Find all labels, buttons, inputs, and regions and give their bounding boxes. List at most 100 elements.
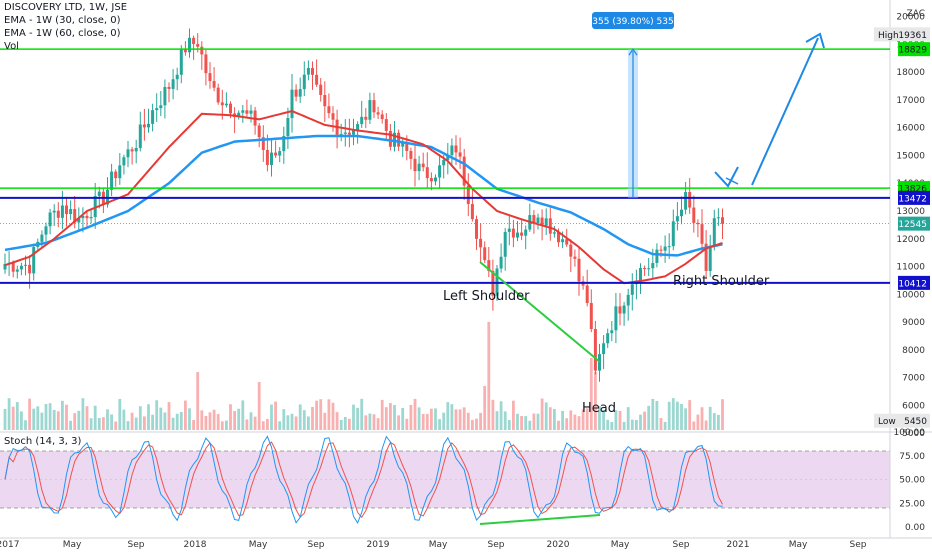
- volume-bar: [77, 410, 81, 430]
- volume-bar: [688, 400, 692, 430]
- volume-bar: [20, 411, 23, 430]
- volume-bar: [147, 404, 150, 430]
- candle: [77, 218, 81, 223]
- candle: [651, 262, 655, 269]
- volume-bar: [188, 408, 191, 430]
- volume-bar: [589, 358, 593, 430]
- candle: [675, 216, 679, 222]
- candle: [261, 137, 265, 150]
- volume-bar: [635, 419, 638, 430]
- candle: [700, 224, 704, 244]
- volume-bar: [475, 418, 478, 430]
- candle: [56, 210, 60, 218]
- candle: [376, 112, 380, 115]
- volume-bar: [220, 421, 224, 430]
- volume-bar: [212, 409, 216, 430]
- candle: [331, 113, 335, 120]
- candle: [32, 247, 36, 274]
- candle: [401, 141, 405, 147]
- candle: [89, 216, 93, 219]
- volume-bar: [466, 412, 470, 430]
- volume-bar: [196, 372, 200, 430]
- time-tick-label: May: [429, 540, 448, 550]
- candle: [704, 243, 708, 271]
- candle: [618, 306, 622, 314]
- volume-bar: [647, 405, 651, 430]
- volume-bar: [409, 404, 413, 430]
- candle: [511, 228, 515, 238]
- candle: [126, 149, 130, 158]
- volume-bar: [405, 418, 409, 430]
- price-badge-value: 5450: [904, 417, 927, 427]
- volume-bar: [118, 398, 122, 430]
- left-shoulder-label: Left Shoulder: [443, 289, 530, 304]
- volume-bar: [573, 414, 577, 430]
- volume-bar: [73, 413, 77, 430]
- volume-bar: [28, 398, 31, 430]
- volume-bar: [671, 398, 675, 430]
- volume-bar: [216, 414, 220, 430]
- candle: [163, 86, 167, 106]
- candle: [257, 125, 261, 138]
- volume-bar: [708, 406, 712, 430]
- candle: [639, 268, 642, 282]
- candle: [159, 105, 163, 109]
- volume-bar: [368, 413, 372, 430]
- price-tick-label: 18000: [896, 68, 925, 78]
- volume-bar: [278, 421, 282, 430]
- volume-bar: [421, 413, 425, 430]
- volume-bar: [40, 412, 44, 430]
- volume-bar: [286, 415, 290, 430]
- candle: [483, 247, 487, 261]
- volume-bar: [130, 412, 134, 430]
- price-tick-label: 20000: [896, 13, 925, 23]
- volume-bar: [528, 420, 532, 430]
- candle: [462, 156, 466, 186]
- candle: [470, 204, 474, 220]
- candle: [368, 100, 372, 120]
- volume-bar: [380, 399, 384, 430]
- candle: [183, 48, 187, 53]
- volume-bar: [462, 407, 466, 430]
- candle: [360, 116, 364, 125]
- volume-bar: [717, 414, 720, 430]
- projection-arrow: [751, 37, 819, 186]
- candle: [380, 114, 384, 120]
- volume-bar: [331, 402, 335, 430]
- candle: [290, 89, 294, 119]
- candle: [458, 152, 462, 157]
- volume-bar: [237, 408, 241, 430]
- time-tick-label: 2020: [547, 540, 570, 550]
- volume-bar: [676, 401, 679, 430]
- volume-bar: [598, 406, 601, 430]
- candle: [364, 116, 368, 120]
- volume-bar: [241, 400, 245, 430]
- candle: [216, 87, 220, 103]
- candle: [356, 124, 360, 131]
- ema30-line: [4, 109, 723, 285]
- candle: [450, 145, 454, 156]
- volume-bar: [372, 414, 376, 430]
- right-shoulder-label: Right Shoulder: [673, 274, 770, 289]
- candle: [507, 228, 511, 232]
- volume-bar: [307, 416, 310, 430]
- volume-bar: [532, 413, 536, 430]
- price-badge-label: High: [878, 31, 899, 41]
- price-badge: [874, 27, 930, 42]
- candle: [28, 264, 32, 274]
- candle: [413, 158, 417, 172]
- time-tick-label: May: [611, 540, 630, 550]
- ema60-line: [4, 134, 723, 257]
- candle: [663, 246, 667, 251]
- volume-bar: [7, 398, 11, 430]
- time-tick-label: 2021: [727, 540, 750, 550]
- candle: [19, 265, 23, 270]
- candle: [134, 147, 138, 152]
- candle: [151, 110, 155, 124]
- price-badge: [898, 275, 930, 290]
- candle: [306, 67, 310, 75]
- volume-bar: [229, 404, 232, 430]
- volume-bar: [106, 409, 109, 430]
- stoch-tick-label: 25.00: [899, 499, 925, 509]
